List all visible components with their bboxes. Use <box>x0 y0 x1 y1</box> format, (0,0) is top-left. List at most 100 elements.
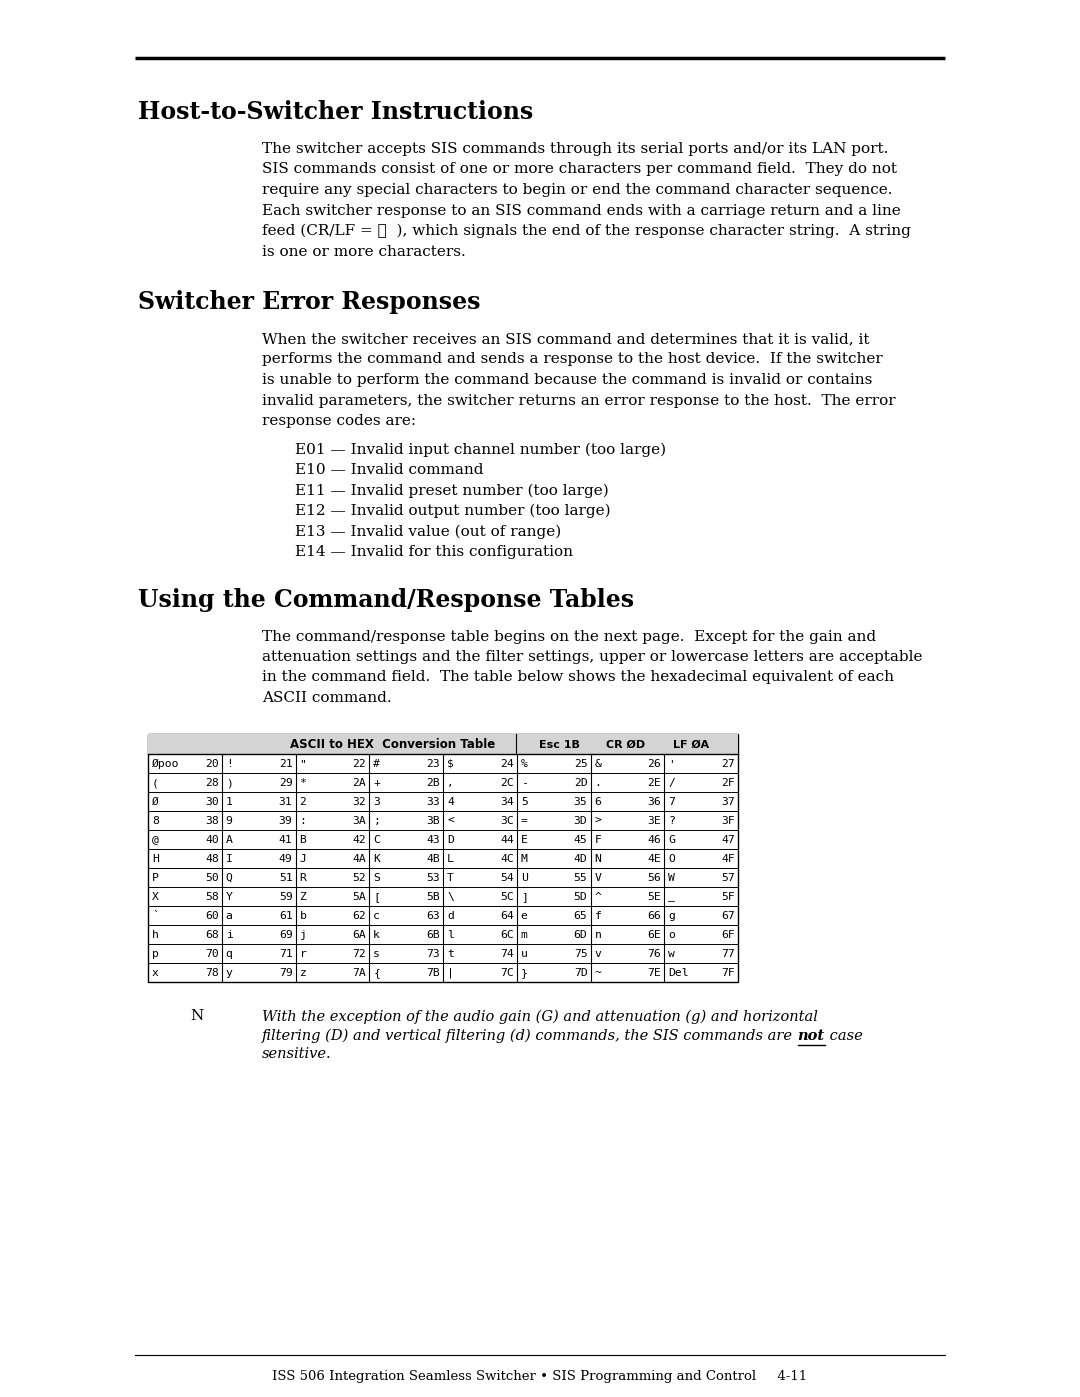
Text: 43: 43 <box>427 835 440 845</box>
Bar <box>148 733 738 753</box>
Text: 25: 25 <box>573 759 588 768</box>
Text: ~: ~ <box>594 968 602 978</box>
Text: |: | <box>447 968 454 978</box>
Text: b: b <box>299 911 307 921</box>
Text: }: } <box>521 968 528 978</box>
Text: 28: 28 <box>205 778 219 788</box>
Text: ': ' <box>669 759 675 768</box>
Text: I: I <box>226 854 232 863</box>
Text: feed (CR/LF = ⏎  ), which signals the end of the response character string.  A s: feed (CR/LF = ⏎ ), which signals the end… <box>262 224 910 239</box>
Text: Esc 1B: Esc 1B <box>539 739 580 750</box>
Text: 23: 23 <box>427 759 440 768</box>
Text: Del: Del <box>669 968 689 978</box>
Text: s: s <box>374 949 380 958</box>
Text: A: A <box>226 835 232 845</box>
Text: 73: 73 <box>427 949 440 958</box>
Text: w: w <box>669 949 675 958</box>
Text: V: V <box>594 873 602 883</box>
Text: 51: 51 <box>279 873 293 883</box>
Text: N: N <box>190 1010 203 1024</box>
Text: {: { <box>374 968 380 978</box>
Text: @: @ <box>152 835 159 845</box>
Text: C: C <box>374 835 380 845</box>
Text: 40: 40 <box>205 835 219 845</box>
Text: 76: 76 <box>648 949 661 958</box>
Text: 2D: 2D <box>573 778 588 788</box>
Text: SIS commands consist of one or more characters per command field.  They do not: SIS commands consist of one or more char… <box>262 162 897 176</box>
Text: R: R <box>299 873 307 883</box>
Text: i: i <box>226 930 232 940</box>
Text: 34: 34 <box>500 798 514 807</box>
Text: H: H <box>152 854 159 863</box>
Text: 61: 61 <box>279 911 293 921</box>
Text: 37: 37 <box>721 798 735 807</box>
Text: `: ` <box>152 911 159 921</box>
Text: ": " <box>299 759 307 768</box>
Text: 45: 45 <box>573 835 588 845</box>
Text: S: S <box>374 873 380 883</box>
Text: require any special characters to begin or end the command character sequence.: require any special characters to begin … <box>262 183 892 197</box>
Text: 22: 22 <box>352 759 366 768</box>
Text: 63: 63 <box>427 911 440 921</box>
Text: Øpoo: Øpoo <box>152 759 179 770</box>
Text: $: $ <box>447 759 454 768</box>
Text: G: G <box>669 835 675 845</box>
Text: =: = <box>521 816 528 826</box>
Text: 6A: 6A <box>352 930 366 940</box>
Text: 7A: 7A <box>352 968 366 978</box>
Text: E11 — Invalid preset number (too large): E11 — Invalid preset number (too large) <box>295 483 609 497</box>
Text: 4B: 4B <box>427 854 440 863</box>
Text: +: + <box>374 778 380 788</box>
Text: 46: 46 <box>648 835 661 845</box>
Text: 1: 1 <box>226 798 232 807</box>
Text: 58: 58 <box>205 893 219 902</box>
Text: 69: 69 <box>279 930 293 940</box>
Text: Switcher Error Responses: Switcher Error Responses <box>138 291 481 314</box>
Text: K: K <box>374 854 380 863</box>
Text: M: M <box>521 854 528 863</box>
Text: y: y <box>226 968 232 978</box>
Text: 49: 49 <box>279 854 293 863</box>
Text: 6C: 6C <box>500 930 514 940</box>
Text: 21: 21 <box>279 759 293 768</box>
Text: 5F: 5F <box>721 893 735 902</box>
Text: E12 — Invalid output number (too large): E12 — Invalid output number (too large) <box>295 504 610 518</box>
Text: l: l <box>447 930 454 940</box>
Text: 6F: 6F <box>721 930 735 940</box>
Text: 26: 26 <box>648 759 661 768</box>
Text: invalid parameters, the switcher returns an error response to the host.  The err: invalid parameters, the switcher returns… <box>262 394 895 408</box>
Text: 57: 57 <box>721 873 735 883</box>
Text: 4E: 4E <box>648 854 661 863</box>
Text: q: q <box>226 949 232 958</box>
Text: not: not <box>798 1028 825 1042</box>
Text: 39: 39 <box>279 816 293 826</box>
Text: 75: 75 <box>573 949 588 958</box>
Text: Z: Z <box>299 893 307 902</box>
Text: %: % <box>521 759 528 768</box>
Text: 44: 44 <box>500 835 514 845</box>
Text: 5C: 5C <box>500 893 514 902</box>
Text: 77: 77 <box>721 949 735 958</box>
Text: case: case <box>825 1028 863 1042</box>
Text: ]: ] <box>521 893 528 902</box>
Text: ASCII command.: ASCII command. <box>262 692 392 705</box>
Text: h: h <box>152 930 159 940</box>
Text: o: o <box>669 930 675 940</box>
Text: d: d <box>447 911 454 921</box>
Text: filtering (D) and vertical filtering (d) commands, the SIS commands are: filtering (D) and vertical filtering (d)… <box>262 1028 798 1044</box>
Text: 60: 60 <box>205 911 219 921</box>
Text: 2: 2 <box>299 798 307 807</box>
Text: 2F: 2F <box>721 778 735 788</box>
Text: ISS 506 Integration Seamless Switcher • SIS Programming and Control     4-11: ISS 506 Integration Seamless Switcher • … <box>272 1370 808 1383</box>
Text: U: U <box>521 873 528 883</box>
Text: 5E: 5E <box>648 893 661 902</box>
Text: 6: 6 <box>594 798 602 807</box>
Text: c: c <box>374 911 380 921</box>
Text: 20: 20 <box>205 759 219 768</box>
Text: 24: 24 <box>500 759 514 768</box>
Text: x: x <box>152 968 159 978</box>
Text: (: ( <box>152 778 159 788</box>
Text: B: B <box>299 835 307 845</box>
Text: 42: 42 <box>352 835 366 845</box>
Text: Each switcher response to an SIS command ends with a carriage return and a line: Each switcher response to an SIS command… <box>262 204 901 218</box>
